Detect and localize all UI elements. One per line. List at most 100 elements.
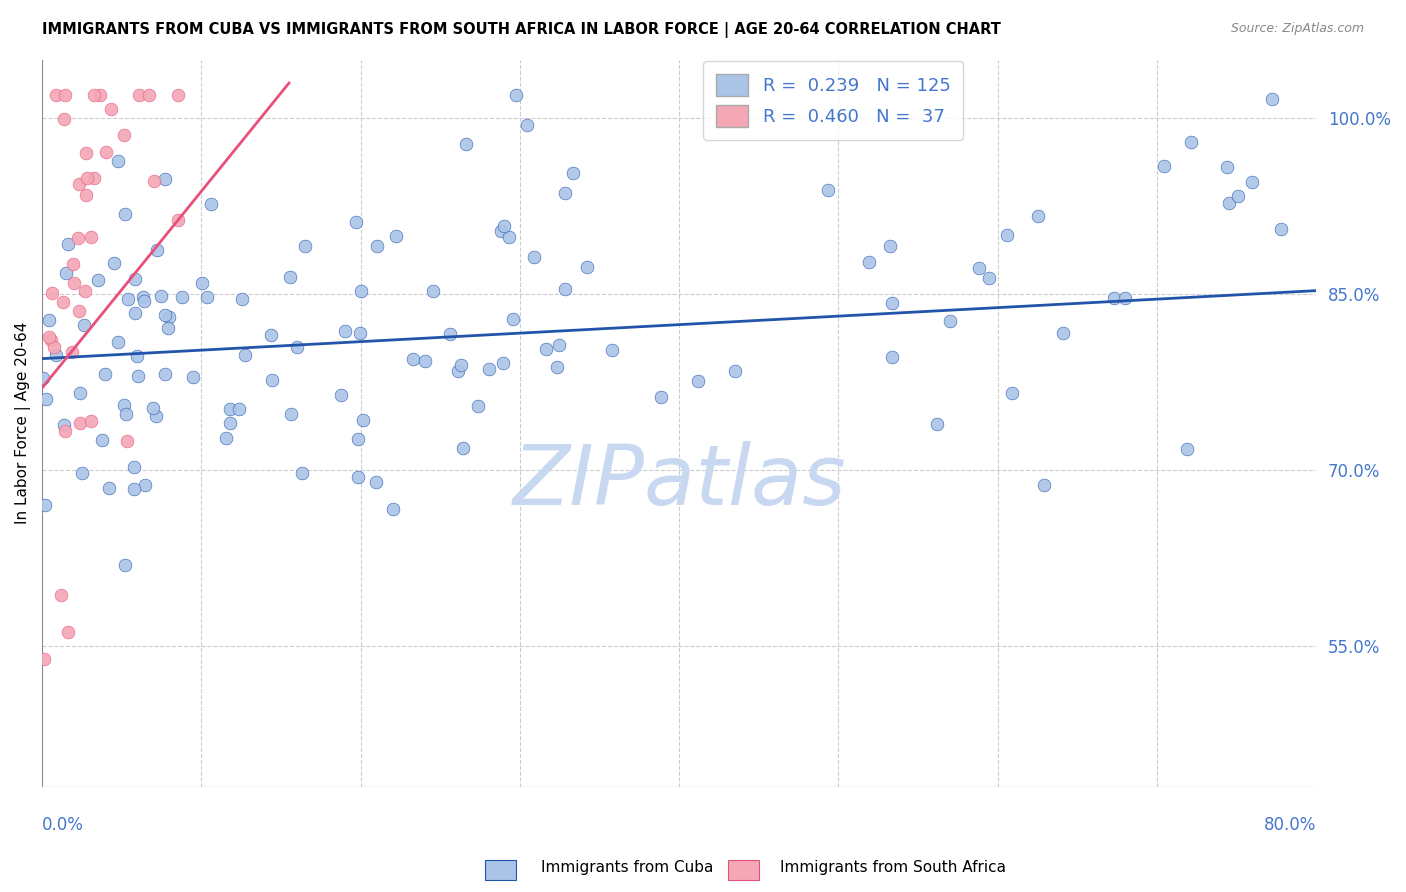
Point	[53, 424, 76, 438]
Point	[132, 294, 155, 309]
Point	[75, 145, 97, 160]
Point	[350, 284, 373, 298]
Point	[142, 401, 165, 416]
Point	[89, 87, 111, 102]
Point	[45, 87, 67, 102]
Point	[278, 270, 301, 285]
Text: ZIPatlas: ZIPatlas	[512, 441, 846, 522]
Point	[1270, 222, 1292, 236]
Point	[38, 329, 60, 343]
Point	[882, 295, 904, 310]
Point	[858, 255, 880, 269]
Point	[112, 398, 135, 412]
Point	[87, 273, 110, 287]
Point	[723, 364, 745, 378]
Point	[505, 87, 527, 102]
Point	[546, 360, 568, 375]
Point	[90, 433, 112, 447]
Point	[967, 260, 990, 275]
Point	[34, 392, 56, 407]
Point	[41, 334, 63, 348]
Point	[422, 284, 444, 298]
Point	[1216, 160, 1239, 174]
Point	[817, 183, 839, 197]
Point	[114, 407, 136, 421]
Point	[384, 228, 406, 243]
Point	[489, 224, 512, 238]
Point	[382, 501, 405, 516]
Point	[34, 499, 56, 513]
Point	[98, 481, 121, 495]
Point	[114, 207, 136, 221]
Point	[1180, 135, 1202, 149]
Point	[413, 354, 436, 368]
Point	[523, 250, 546, 264]
Point	[219, 401, 242, 416]
Point	[170, 289, 193, 303]
Point	[67, 304, 90, 318]
Point	[63, 276, 86, 290]
Point	[215, 431, 238, 445]
Point	[534, 342, 557, 356]
Text: Immigrants from Cuba: Immigrants from Cuba	[541, 860, 714, 874]
Point	[228, 401, 250, 416]
Point	[115, 434, 138, 448]
Point	[69, 417, 91, 431]
Point	[218, 417, 240, 431]
Point	[1227, 189, 1250, 203]
Point	[575, 260, 598, 274]
Point	[45, 347, 67, 361]
Point	[112, 128, 135, 143]
Text: IMMIGRANTS FROM CUBA VS IMMIGRANTS FROM SOUTH AFRICA IN LABOR FORCE | AGE 20-64 : IMMIGRANTS FROM CUBA VS IMMIGRANTS FROM …	[42, 22, 1001, 38]
Point	[41, 286, 63, 301]
Point	[60, 344, 83, 359]
Point	[100, 102, 122, 116]
Point	[995, 227, 1018, 242]
Point	[38, 312, 60, 326]
Point	[1261, 92, 1284, 106]
Point	[56, 625, 79, 640]
Text: 80.0%: 80.0%	[1264, 816, 1316, 834]
Point	[107, 153, 129, 168]
Point	[76, 171, 98, 186]
Point	[456, 137, 478, 152]
Point	[938, 314, 960, 328]
Point	[149, 289, 172, 303]
Point	[347, 469, 370, 483]
Point	[294, 238, 316, 252]
Point	[880, 351, 903, 365]
Point	[451, 441, 474, 455]
Point	[1175, 442, 1198, 457]
Point	[1218, 195, 1240, 210]
Point	[145, 409, 167, 424]
Point	[49, 588, 72, 602]
Point	[72, 466, 94, 480]
Point	[502, 312, 524, 326]
Point	[688, 375, 710, 389]
Point	[79, 230, 101, 244]
Point	[124, 272, 146, 286]
Point	[335, 324, 357, 338]
Point	[143, 174, 166, 188]
Point	[94, 367, 117, 381]
Point	[80, 414, 103, 428]
Point	[66, 231, 89, 245]
Point	[55, 266, 77, 280]
Point	[114, 558, 136, 573]
Point	[467, 399, 489, 413]
Legend: R =  0.239   N = 125, R =  0.460   N =  37: R = 0.239 N = 125, R = 0.460 N = 37	[703, 62, 963, 140]
Point	[127, 349, 149, 363]
Point	[260, 328, 283, 343]
Point	[280, 407, 302, 421]
Point	[1153, 159, 1175, 173]
Point	[69, 385, 91, 400]
Point	[1052, 326, 1074, 340]
Point	[32, 652, 55, 666]
Point	[200, 197, 222, 211]
Point	[650, 390, 672, 404]
Point	[53, 112, 76, 126]
Point	[450, 358, 472, 372]
Point	[42, 340, 65, 354]
Point	[349, 326, 371, 340]
Point	[492, 355, 515, 369]
